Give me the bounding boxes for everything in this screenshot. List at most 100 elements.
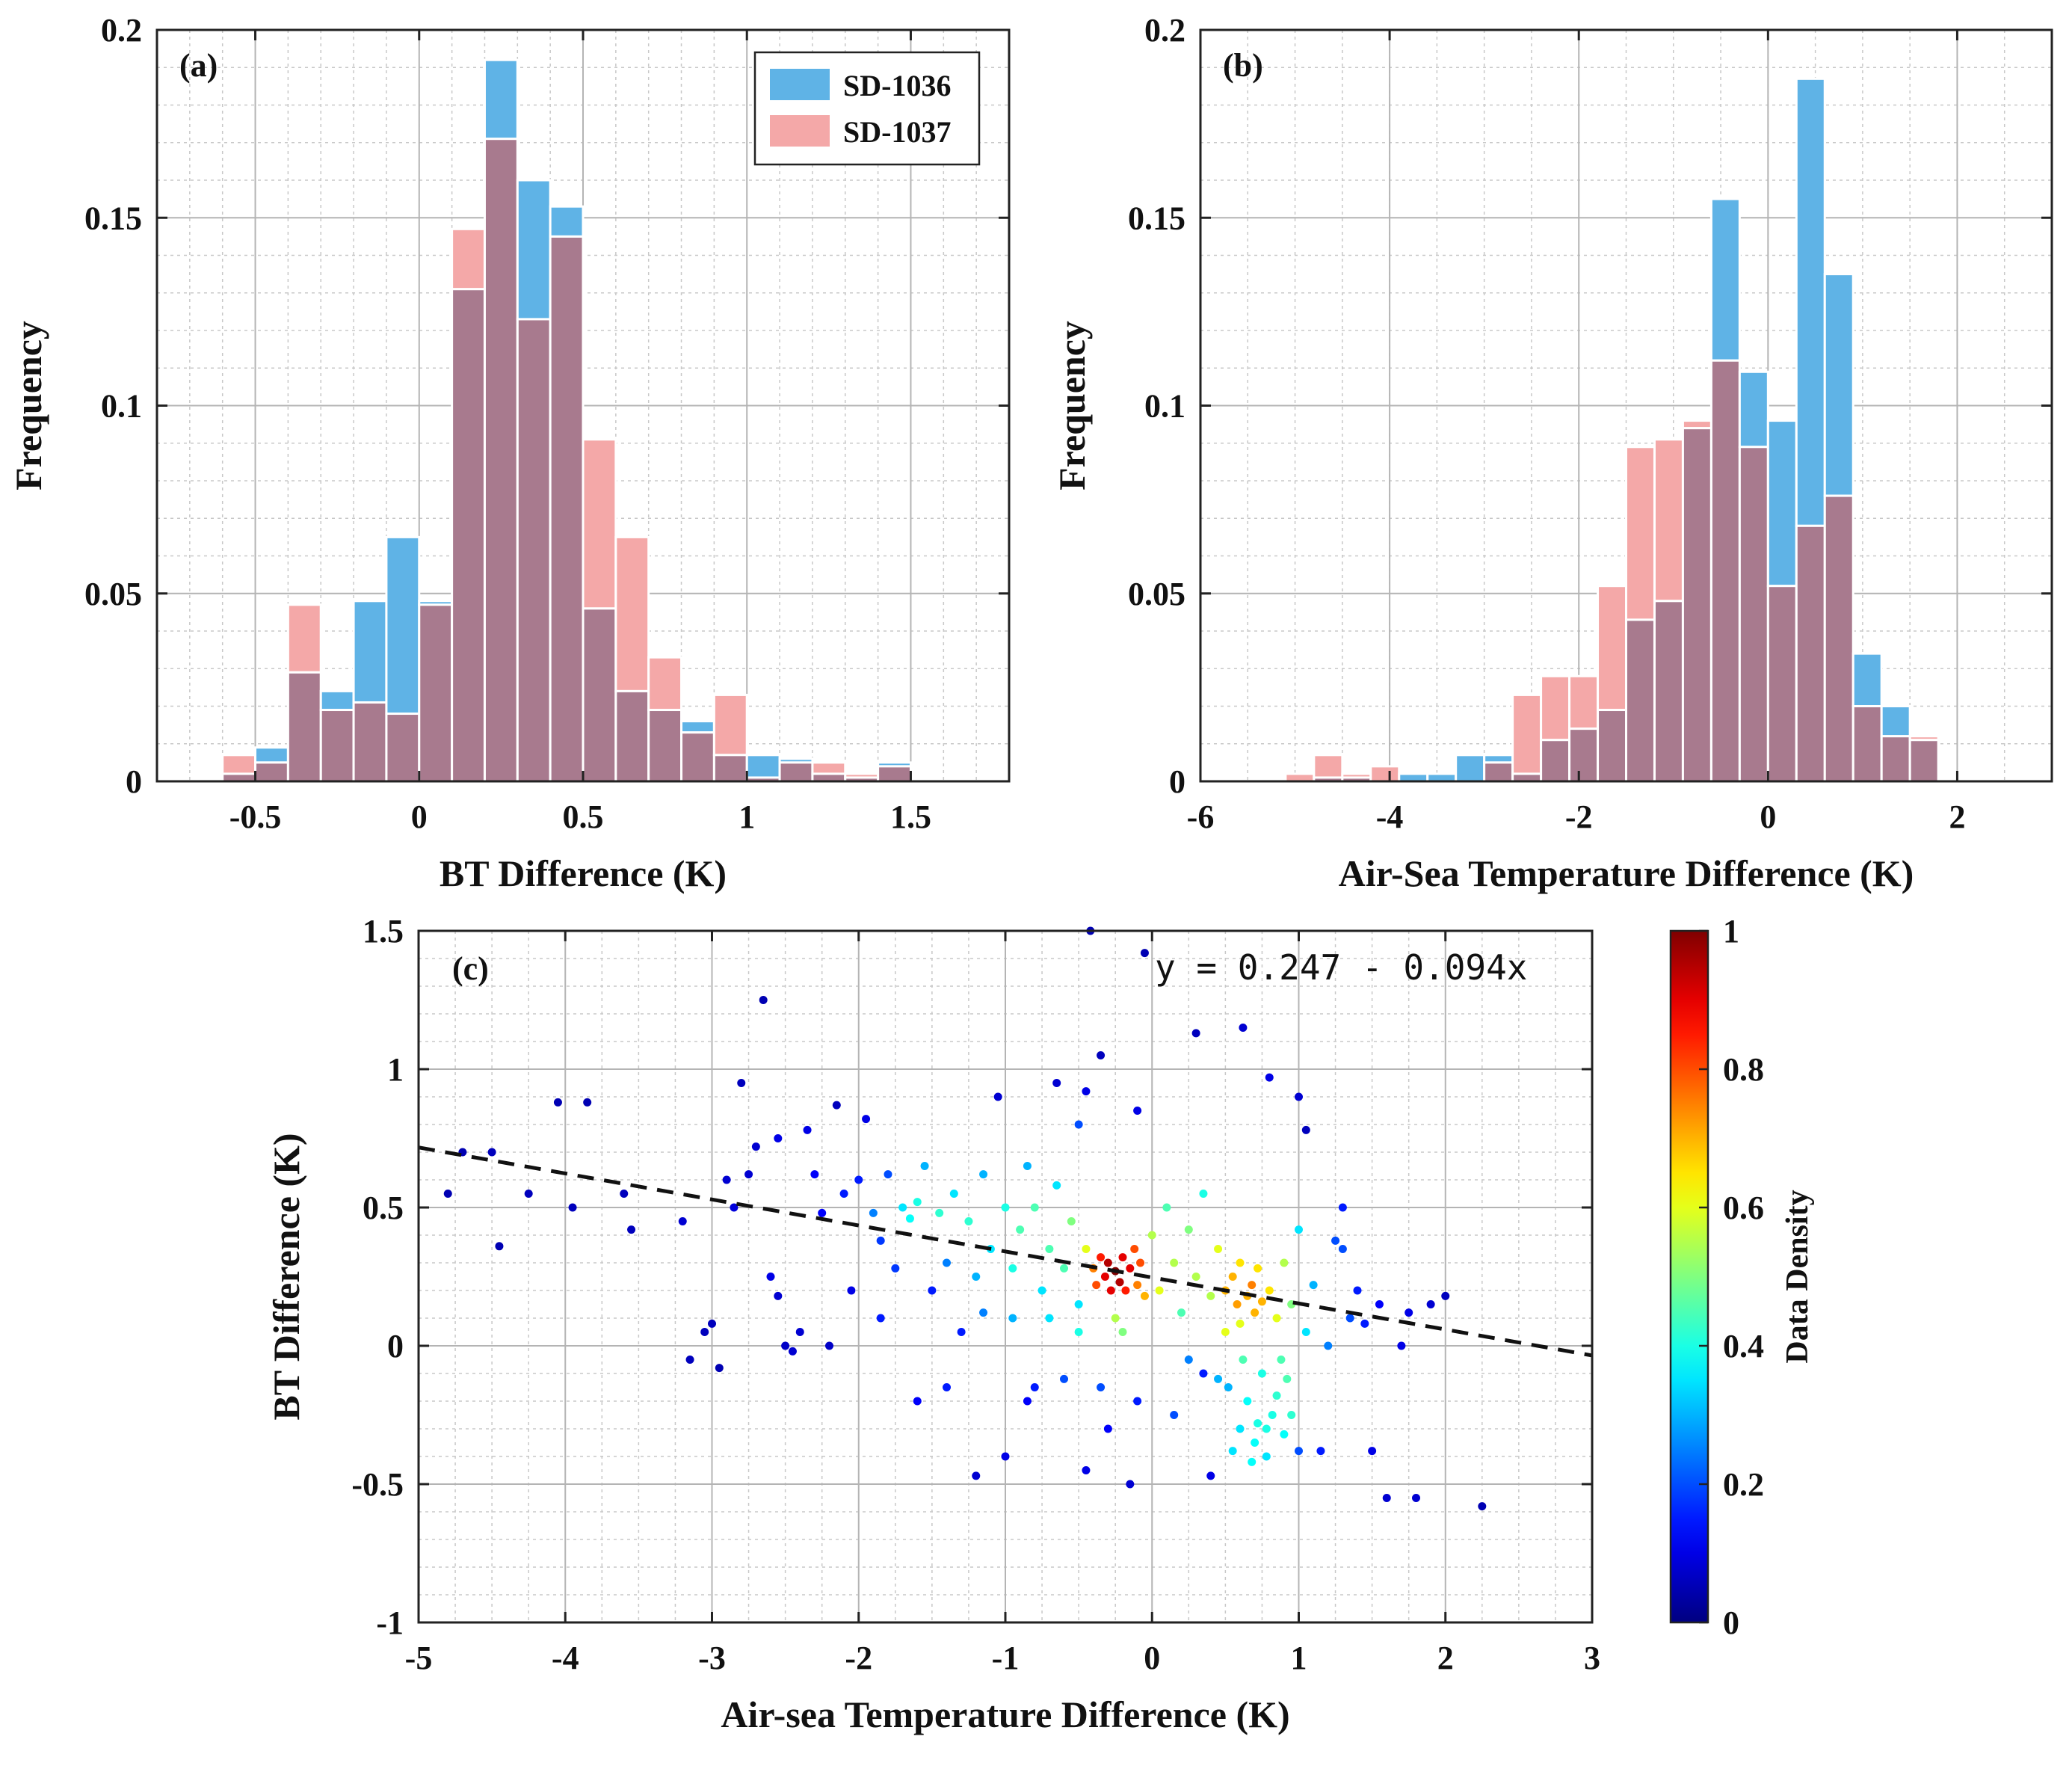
scatter-point — [972, 1273, 981, 1281]
scatter-point — [1441, 1291, 1450, 1300]
scatter-point — [1133, 1281, 1142, 1290]
scatter-point — [737, 1079, 746, 1087]
panel-b-bar-sd1037 — [1511, 693, 1543, 775]
panel-a-bar-overlap — [385, 713, 421, 783]
scatter-point — [1251, 1439, 1259, 1447]
panel-a-bar-overlap — [778, 761, 814, 783]
panel-b-bar-sd1036 — [1398, 772, 1429, 783]
scatter-point — [1008, 1264, 1017, 1273]
panel-b-bar-overlap — [1823, 494, 1854, 783]
scatter-point — [1092, 1281, 1101, 1290]
panel-b-bar-overlap — [1795, 524, 1826, 783]
scatter-point — [957, 1328, 966, 1336]
panel-a-bar-overlap — [680, 731, 715, 783]
panel-a-bar-sd1037 — [451, 227, 486, 291]
scatter-point — [1405, 1308, 1413, 1317]
scatter-point — [1239, 1356, 1248, 1364]
scatter-point — [795, 1328, 804, 1336]
panel-a-bar-sd1036 — [319, 689, 355, 712]
scatter-point — [1016, 1225, 1025, 1234]
panel-b-ytick-label: 0.1 — [1144, 388, 1185, 425]
panel-c-ytick-label: 1.5 — [363, 913, 404, 950]
scatter-point — [1199, 1190, 1208, 1198]
scatter-point — [1001, 1203, 1010, 1212]
panel-a-bar-sd1037 — [286, 603, 322, 674]
scatter-point — [1265, 1073, 1274, 1082]
panel-a-bar-overlap — [483, 138, 519, 783]
scatter-point — [1426, 1300, 1435, 1308]
panel-b-bar-sd1036 — [1455, 754, 1486, 783]
scatter-point — [1228, 1273, 1237, 1281]
scatter-point — [1206, 1471, 1215, 1480]
scatter-point — [847, 1286, 856, 1295]
scatter-point — [766, 1273, 775, 1281]
panel-a-ytick-label: 0 — [126, 763, 142, 800]
panel-b-xtick-label: 0 — [1760, 799, 1776, 835]
scatter-point — [1353, 1286, 1362, 1295]
scatter-point — [1248, 1281, 1257, 1290]
panel-b-xtick-label: 2 — [1949, 799, 1965, 835]
panel-b-xtick-label: -4 — [1376, 799, 1404, 835]
scatter-point — [495, 1242, 504, 1251]
scatter-point — [1155, 1286, 1164, 1295]
panel-a-bar-overlap — [221, 772, 257, 783]
panel-a-xtick-label: 0.5 — [563, 799, 604, 835]
scatter-point — [854, 1175, 863, 1184]
panel-b-bar-overlap — [1511, 772, 1543, 783]
panel-a-xtick-label: -0.5 — [229, 799, 282, 835]
scatter-point — [1184, 1356, 1193, 1364]
panel-c-scatter: -5 -4 -3 -2 -1 0 1 2 3 -1 -0.5 0 0.5 1 1.5 (c) y = 0.247… — [265, 913, 1600, 1735]
colorbar-label: Data Density — [1780, 1190, 1815, 1363]
panel-b-ytick-label: 0 — [1169, 763, 1185, 800]
scatter-point — [818, 1208, 827, 1217]
scatter-point — [1115, 1278, 1124, 1287]
panel-c-ytick-label: -1 — [376, 1605, 404, 1641]
regression-equation: y = 0.247 - 0.094x — [1155, 947, 1528, 988]
legend-swatch-sd-1037 — [770, 115, 830, 147]
scatter-point — [1133, 1107, 1142, 1115]
scatter-point — [722, 1175, 731, 1184]
scatter-point — [1126, 1480, 1135, 1489]
scatter-point — [943, 1383, 951, 1391]
panel-c-panel-label: (c) — [452, 950, 489, 987]
scatter-point — [993, 1092, 1002, 1101]
panel-c-xtick-label: 3 — [1584, 1640, 1600, 1676]
panel-b-bar-overlap — [1766, 585, 1798, 783]
scatter-point — [1280, 1430, 1289, 1439]
scatter-point — [1243, 1397, 1252, 1406]
panel-a-bar-overlap — [516, 318, 552, 783]
panel-c-xtick-label: 2 — [1437, 1640, 1454, 1676]
scatter-point — [751, 1142, 760, 1151]
panel-a-ytick-label: 0.05 — [84, 576, 142, 612]
panel-b-bar-overlap — [1568, 727, 1600, 783]
scatter-point — [730, 1203, 739, 1212]
panel-a-bar-sd1036 — [680, 720, 715, 734]
scatter-point — [1097, 1253, 1106, 1262]
panel-b-bar-sd1037 — [1313, 754, 1344, 779]
panel-c-xtick-label: -2 — [845, 1640, 872, 1676]
panel-b-bar-sd1036 — [1766, 419, 1798, 588]
scatter-point — [1236, 1258, 1245, 1267]
panel-b-bar-sd1036 — [1823, 273, 1854, 497]
panel-b-bar-overlap — [1483, 761, 1514, 783]
scatter-point — [1111, 1314, 1120, 1323]
scatter-point — [1206, 1291, 1215, 1300]
scatter-point — [1184, 1225, 1193, 1234]
scatter-point — [1316, 1447, 1325, 1456]
scatter-point — [1074, 1120, 1083, 1129]
scatter-point — [1251, 1308, 1259, 1317]
panel-b-bar-overlap — [1653, 600, 1684, 783]
panel-c-ytick-label: -0.5 — [351, 1466, 404, 1503]
panel-a-bar-overlap — [877, 765, 912, 783]
scatter-point — [832, 1101, 841, 1110]
panel-a-bar-sd1036 — [483, 58, 519, 141]
panel-c-x-axis-label: Air-sea Temperature Difference (K) — [721, 1693, 1289, 1735]
scatter-point — [1067, 1217, 1076, 1225]
panel-b-bar-sd1037 — [1369, 765, 1401, 783]
legend-swatch-sd-1036 — [770, 69, 830, 100]
scatter-point — [1130, 1245, 1139, 1253]
scatter-point — [935, 1208, 944, 1217]
panel-a-bar-sd1036 — [516, 179, 552, 321]
panel-b-bar-sd1037 — [1597, 585, 1628, 712]
panel-b-bar-overlap — [1851, 705, 1883, 783]
